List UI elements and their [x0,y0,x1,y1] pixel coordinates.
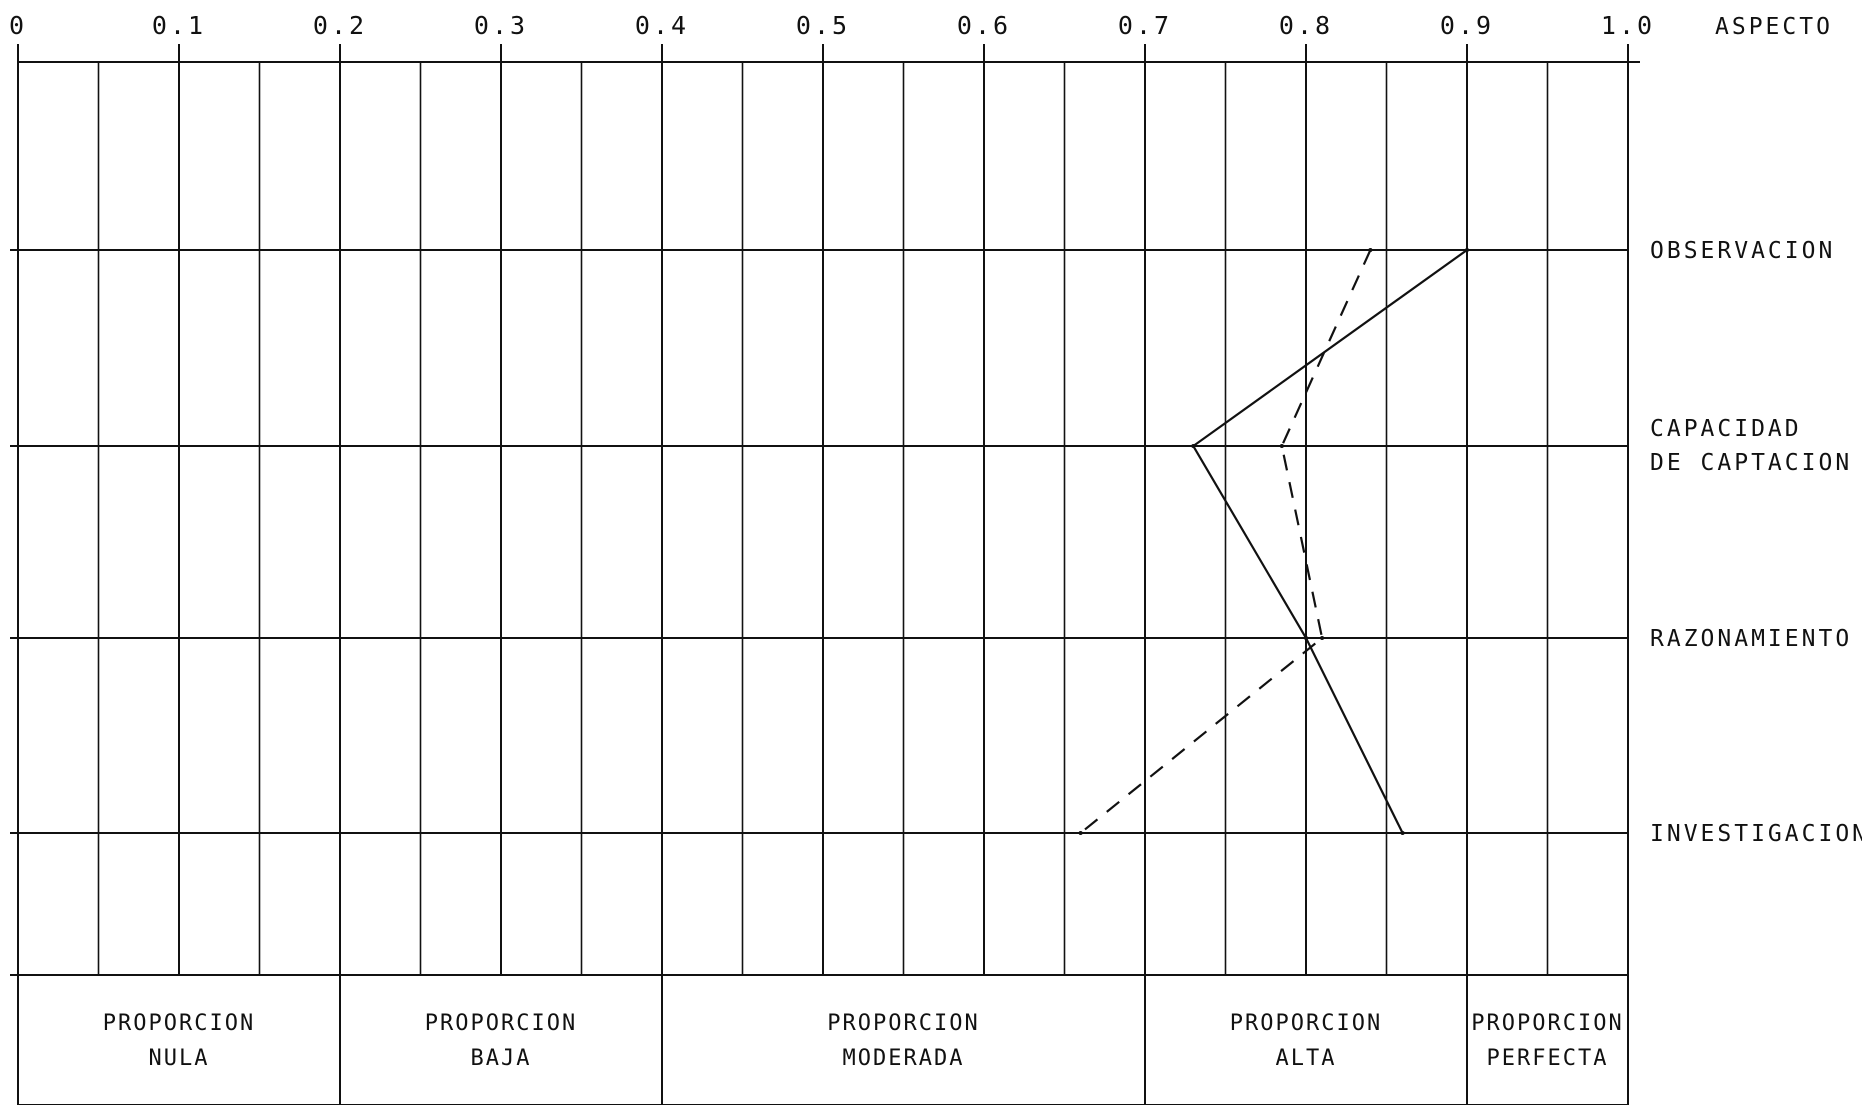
band-label: PROPORCION [1471,1011,1623,1036]
x-tick-label: 0.2 [313,11,367,40]
x-tick-label: 0.4 [635,11,689,40]
proportion-bands: PROPORCION NULA PROPORCION BAJA PROPORCION MO… [17,974,1629,1106]
data-point [1400,831,1405,835]
x-tick-label: 0.9 [1440,11,1494,40]
aspect-header: ASPECTO [1715,14,1833,40]
proportion-band [661,974,1146,1106]
x-tick-label: 0.8 [1279,11,1333,40]
x-axis: 0 0.1 0.2 0.3 0.4 0.5 0.6 0.7 0.8 0.9 1.0 [9,11,1655,40]
x-tick-label: 1.0 [1601,11,1655,40]
aspect-rows: OBSERVACION CAPACIDAD DE CAPTACION RAZONAMI… [1650,238,1862,847]
proportion-band [1144,974,1468,1106]
aspect-label-line2: DE CAPTACION [1650,450,1852,476]
x-tick-label: 0.3 [474,11,528,40]
band-label: PROPORCION [827,1011,979,1036]
proportion-band [339,974,663,1106]
data-point [1320,636,1325,640]
x-tick-label: 0.1 [152,11,206,40]
proportion-band [1466,974,1629,1106]
grid [10,44,1640,1105]
data-point [1078,831,1083,835]
series-line-dashed [1079,249,1372,834]
aspect-label: INVESTIGACION [1650,821,1862,847]
band-label-line2: MODERADA [843,1046,965,1071]
aspect-label: CAPACIDAD [1650,416,1802,442]
aspect-label: OBSERVACION [1650,238,1835,264]
x-tick-label: 0 [9,11,27,40]
band-label: PROPORCION [1230,1011,1382,1036]
band-label-line2: BAJA [471,1046,532,1071]
aspect-label: RAZONAMIENTO [1650,626,1852,652]
band-label-line2: NULA [149,1046,210,1071]
series [1078,248,1469,835]
band-label-line2: ALTA [1276,1046,1337,1071]
proportion-band [17,974,341,1106]
data-point [1191,444,1196,448]
band-label: PROPORCION [425,1011,577,1036]
data-point [1304,636,1308,640]
x-tick-label: 0.5 [796,11,850,40]
series-line-solid [1191,249,1468,834]
band-label: PROPORCION [103,1011,255,1036]
x-tick-label: 0.7 [1118,11,1172,40]
data-point [1465,248,1469,252]
data-point [1368,248,1373,252]
data-point [1279,444,1284,448]
band-label-line2: PERFECTA [1487,1046,1609,1071]
x-tick-label: 0.6 [957,11,1011,40]
